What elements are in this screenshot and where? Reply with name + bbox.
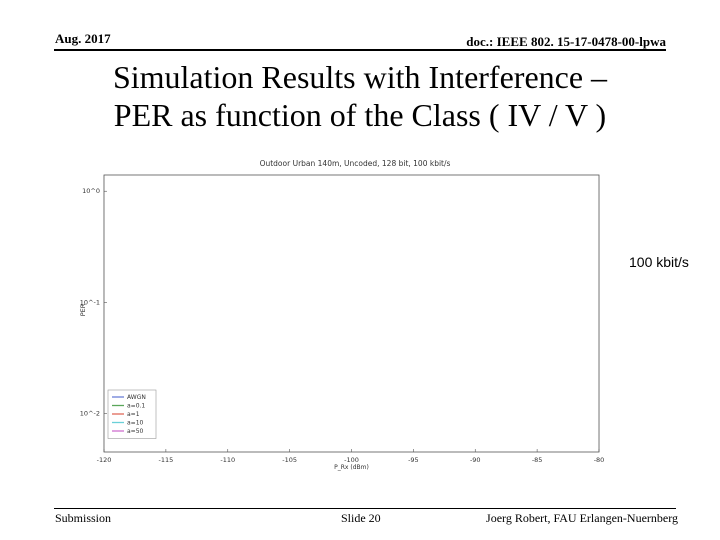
- y-tick-label: 10^-1: [80, 298, 100, 306]
- x-tick-label: -80: [594, 456, 605, 464]
- footer-author: Joerg Robert, FAU Erlangen-Nuernberg: [486, 511, 678, 525]
- x-tick-label: -120: [97, 456, 112, 464]
- header-date: Aug. 2017: [55, 31, 111, 46]
- legend-label: AWGN: [127, 394, 146, 401]
- data-rate-note: 100 kbit/s: [629, 254, 689, 270]
- chart-legend: AWGN a=0.1a=1 a=10a=50: [107, 389, 157, 439]
- chart-x-axis-label: P_Rx (dBm): [334, 464, 369, 471]
- x-tick-label: -100: [344, 456, 359, 464]
- header-doc-id: doc.: IEEE 802. 15-17-0478-00-lpwa: [466, 34, 666, 49]
- y-tick-label: 10^-2: [80, 409, 100, 417]
- per-chart: Outdoor Urban 140m, Uncoded, 128 bit, 10…: [79, 159, 605, 471]
- footer-submission: Submission: [55, 511, 112, 525]
- header-divider: [54, 49, 666, 51]
- y-tick-label: 10^0: [82, 187, 100, 195]
- slide-title-line-2: PER as function of the Class ( IV / V ): [113, 97, 607, 133]
- x-tick-label: -115: [158, 456, 173, 464]
- chart-y-axis-label: PER: [79, 303, 87, 316]
- x-tick-label: -85: [532, 456, 543, 464]
- chart-title: Outdoor Urban 140m, Uncoded, 128 bit, 10…: [260, 159, 451, 168]
- chart-axes: -120 -115 -110 -105 -100 -95 -90 -85 -80 10^0 10^-…: [80, 174, 605, 471]
- slide-title: Simulation Results with Interference – P…: [0, 58, 720, 134]
- x-tick-label: -90: [470, 456, 481, 464]
- legend-label: a=1: [127, 411, 140, 418]
- footer-divider: [54, 508, 676, 509]
- x-tick-label: -95: [408, 456, 419, 464]
- legend-label: a=10: [127, 420, 144, 427]
- plot-frame: [103, 174, 600, 453]
- x-tick-label: -110: [220, 456, 235, 464]
- footer-slide-number: Slide 20: [341, 511, 381, 525]
- x-tick-label: -105: [282, 456, 297, 464]
- legend-label: a=0.1: [127, 403, 145, 410]
- slide-title-line-1: Simulation Results with Interference –: [112, 59, 608, 95]
- legend-label: a=50: [127, 428, 144, 435]
